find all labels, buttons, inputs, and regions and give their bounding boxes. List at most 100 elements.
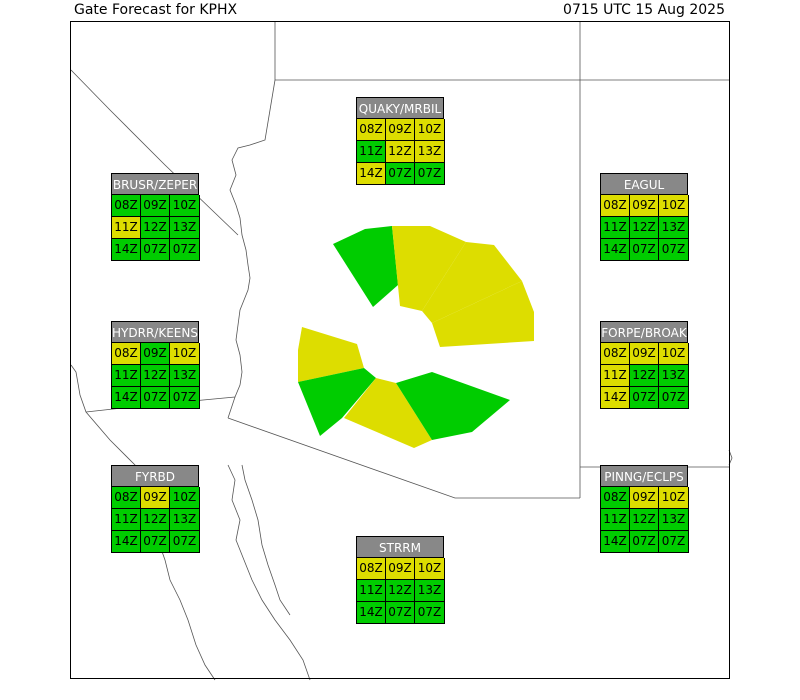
forecast-cell: 09Z bbox=[386, 558, 415, 580]
forecast-cell: 10Z bbox=[659, 343, 689, 365]
forecast-cell: 12Z bbox=[386, 580, 415, 602]
gate-forecast-grid: 08Z 09Z 10Z 11Z 12Z 13Z 14Z 07Z 07Z bbox=[111, 343, 200, 409]
forecast-cell: 07Z bbox=[630, 239, 659, 261]
forecast-cell: 07Z bbox=[141, 531, 170, 553]
forecast-cell: 08Z bbox=[357, 119, 386, 141]
forecast-cell: 14Z bbox=[112, 387, 141, 409]
forecast-cell: 11Z bbox=[357, 141, 386, 163]
forecast-cell: 09Z bbox=[141, 195, 170, 217]
forecast-cell: 07Z bbox=[141, 239, 170, 261]
sector-south-west bbox=[298, 368, 376, 436]
forecast-timestamp: 0715 UTC 15 Aug 2025 bbox=[563, 2, 725, 18]
map-title: Gate Forecast for KPHX bbox=[74, 2, 238, 18]
forecast-cell: 07Z bbox=[141, 387, 170, 409]
border-line bbox=[70, 69, 239, 236]
forecast-cell: 08Z bbox=[112, 195, 141, 217]
forecast-cell: 13Z bbox=[659, 217, 689, 239]
forecast-cell: 14Z bbox=[357, 163, 386, 185]
forecast-cell: 13Z bbox=[659, 365, 689, 387]
gate-name: EAGUL bbox=[600, 173, 688, 195]
gate-panel-quaky-mrbil: QUAKY/MRBIL 08Z 09Z 10Z 11Z 12Z 13Z 14Z 07Z 07Z bbox=[356, 97, 445, 185]
forecast-cell: 08Z bbox=[112, 487, 141, 509]
forecast-cell: 14Z bbox=[112, 531, 141, 553]
forecast-cell: 14Z bbox=[601, 239, 630, 261]
forecast-cell: 11Z bbox=[601, 509, 630, 531]
forecast-cell: 07Z bbox=[386, 163, 415, 185]
forecast-cell: 14Z bbox=[357, 602, 386, 624]
sector-west bbox=[298, 327, 364, 382]
forecast-cell: 07Z bbox=[659, 239, 689, 261]
forecast-cell: 12Z bbox=[141, 365, 170, 387]
forecast-cell: 07Z bbox=[170, 387, 200, 409]
forecast-cell: 12Z bbox=[630, 509, 659, 531]
forecast-cell: 07Z bbox=[415, 163, 445, 185]
gate-panel-brusr-zeper: BRUSR/ZEPER 08Z 09Z 10Z 11Z 12Z 13Z 14Z 07Z 07Z bbox=[111, 173, 200, 261]
gate-panel-hydrr-keens: HYDRR/KEENS 08Z 09Z 10Z 11Z 12Z 13Z 14Z 07Z 07Z bbox=[111, 321, 200, 409]
gate-panel-strrm: STRRM 08Z 09Z 10Z 11Z 12Z 13Z 14Z 07Z 07Z bbox=[356, 536, 445, 624]
forecast-cell: 10Z bbox=[415, 558, 445, 580]
forecast-cell: 07Z bbox=[415, 602, 445, 624]
forecast-cell: 09Z bbox=[386, 119, 415, 141]
forecast-cell: 08Z bbox=[601, 195, 630, 217]
gate-name: STRRM bbox=[356, 536, 444, 558]
gate-name: FYRBD bbox=[111, 465, 199, 487]
border-line bbox=[241, 464, 291, 616]
forecast-cell: 07Z bbox=[630, 531, 659, 553]
forecast-cell: 07Z bbox=[386, 602, 415, 624]
forecast-cell: 10Z bbox=[170, 343, 200, 365]
forecast-cell: 10Z bbox=[170, 487, 200, 509]
forecast-cell: 10Z bbox=[415, 119, 445, 141]
forecast-cell: 08Z bbox=[357, 558, 386, 580]
forecast-cell: 08Z bbox=[601, 343, 630, 365]
forecast-cell: 10Z bbox=[659, 195, 689, 217]
gate-forecast-grid: 08Z 09Z 10Z 11Z 12Z 13Z 14Z 07Z 07Z bbox=[356, 119, 445, 185]
forecast-cell: 12Z bbox=[630, 217, 659, 239]
gate-panel-pinng-eclps: PINNG/ECLPS 08Z 09Z 10Z 11Z 12Z 13Z 14Z 07Z 07Z bbox=[600, 465, 689, 553]
gate-forecast-grid: 08Z 09Z 10Z 11Z 12Z 13Z 14Z 07Z 07Z bbox=[356, 558, 445, 624]
forecast-cell: 13Z bbox=[170, 365, 200, 387]
border-line bbox=[274, 21, 729, 81]
forecast-cell: 12Z bbox=[630, 365, 659, 387]
forecast-cell: 11Z bbox=[601, 217, 630, 239]
map-frame bbox=[70, 21, 730, 679]
forecast-cell: 13Z bbox=[170, 217, 200, 239]
gate-name: PINNG/ECLPS bbox=[600, 465, 688, 487]
arrival-sectors bbox=[298, 226, 534, 448]
forecast-cell: 13Z bbox=[415, 141, 445, 163]
gate-forecast-grid: 08Z 09Z 10Z 11Z 12Z 13Z 14Z 07Z 07Z bbox=[600, 195, 689, 261]
forecast-cell: 08Z bbox=[601, 487, 630, 509]
border-line bbox=[227, 464, 311, 681]
forecast-cell: 12Z bbox=[141, 217, 170, 239]
forecast-cell: 11Z bbox=[112, 217, 141, 239]
forecast-cell: 08Z bbox=[112, 343, 141, 365]
forecast-cell: 09Z bbox=[141, 343, 170, 365]
forecast-cell: 13Z bbox=[170, 509, 200, 531]
forecast-cell: 07Z bbox=[659, 531, 689, 553]
forecast-cell: 09Z bbox=[630, 343, 659, 365]
forecast-cell: 07Z bbox=[170, 531, 200, 553]
forecast-cell: 10Z bbox=[659, 487, 689, 509]
forecast-cell: 07Z bbox=[659, 387, 689, 409]
gate-forecast-grid: 08Z 09Z 10Z 11Z 12Z 13Z 14Z 07Z 07Z bbox=[600, 343, 689, 409]
border-line bbox=[227, 417, 580, 499]
forecast-cell: 11Z bbox=[357, 580, 386, 602]
forecast-cell: 11Z bbox=[112, 365, 141, 387]
forecast-cell: 13Z bbox=[415, 580, 445, 602]
sector-north-left bbox=[333, 226, 398, 307]
gate-forecast-grid: 08Z 09Z 10Z 11Z 12Z 13Z 14Z 07Z 07Z bbox=[111, 195, 200, 261]
gate-name: QUAKY/MRBIL bbox=[356, 97, 444, 119]
gate-panel-eagul: EAGUL 08Z 09Z 10Z 11Z 12Z 13Z 14Z 07Z 07Z bbox=[600, 173, 689, 261]
forecast-cell: 09Z bbox=[630, 195, 659, 217]
gate-panel-fyrbd: FYRBD 08Z 09Z 10Z 11Z 12Z 13Z 14Z 07Z 07Z bbox=[111, 465, 200, 553]
sector-east bbox=[432, 281, 534, 347]
forecast-cell: 12Z bbox=[386, 141, 415, 163]
forecast-cell: 12Z bbox=[141, 509, 170, 531]
gate-forecast-grid: 08Z 09Z 10Z 11Z 12Z 13Z 14Z 07Z 07Z bbox=[111, 487, 200, 553]
forecast-cell: 10Z bbox=[170, 195, 200, 217]
gate-panel-forpe-broak: FORPE/BROAK 08Z 09Z 10Z 11Z 12Z 13Z 14Z 07Z 07Z bbox=[600, 321, 689, 409]
forecast-cell: 07Z bbox=[170, 239, 200, 261]
forecast-cell: 14Z bbox=[112, 239, 141, 261]
forecast-cell: 11Z bbox=[601, 365, 630, 387]
gate-name: BRUSR/ZEPER bbox=[111, 173, 199, 195]
